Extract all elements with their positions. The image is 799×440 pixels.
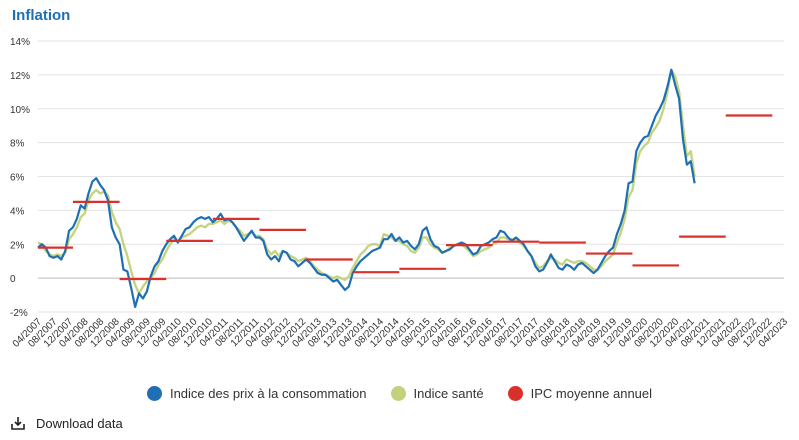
y-tick-label: -2% xyxy=(10,308,28,319)
grid xyxy=(38,40,784,313)
y-tick-label: 4% xyxy=(10,206,25,217)
legend-marker-annual-average xyxy=(507,386,523,401)
legend-item-health-index[interactable]: Indice santé xyxy=(390,386,484,401)
y-tick-label: 0 xyxy=(10,274,16,285)
annual-average-segments xyxy=(38,114,773,281)
series-line-health-index xyxy=(37,68,696,295)
legend-marker-cpi xyxy=(146,386,162,401)
y-tick-label: 8% xyxy=(10,139,25,150)
chart-title: Inflation xyxy=(12,7,71,24)
legend: Indice des prix à la consommation Indice… xyxy=(0,386,799,401)
legend-label-cpi: Indice des prix à la consommation xyxy=(169,386,367,401)
inflation-chart: -2% 0 2% 4% 6% 8% 10% 12% 14% 04/200708/200712/2… xyxy=(10,37,791,350)
y-tick-label: 2% xyxy=(10,240,25,251)
y-axis: -2% 0 2% 4% 6% 8% 10% 12% 14% xyxy=(10,37,30,319)
y-tick-label: 10% xyxy=(10,105,30,116)
download-icon xyxy=(11,417,25,430)
y-tick-label: 6% xyxy=(10,173,25,184)
legend-label-annual-average: IPC moyenne annuel xyxy=(530,386,653,401)
y-tick-label: 12% xyxy=(10,71,30,82)
y-tick-label: 14% xyxy=(10,37,30,48)
series-lines xyxy=(37,68,696,309)
legend-marker-health-index xyxy=(390,386,406,401)
x-axis: 04/200708/200712/200704/200808/200812/20… xyxy=(11,316,791,350)
download-data-label: Download data xyxy=(36,415,123,431)
legend-label-health-index: Indice santé xyxy=(413,386,484,401)
legend-item-cpi[interactable]: Indice des prix à la consommation xyxy=(146,386,367,401)
legend-item-annual-average[interactable]: IPC moyenne annuel xyxy=(507,386,653,401)
download-data-button[interactable]: Download data xyxy=(10,415,123,431)
series-line-cpi xyxy=(37,68,696,309)
